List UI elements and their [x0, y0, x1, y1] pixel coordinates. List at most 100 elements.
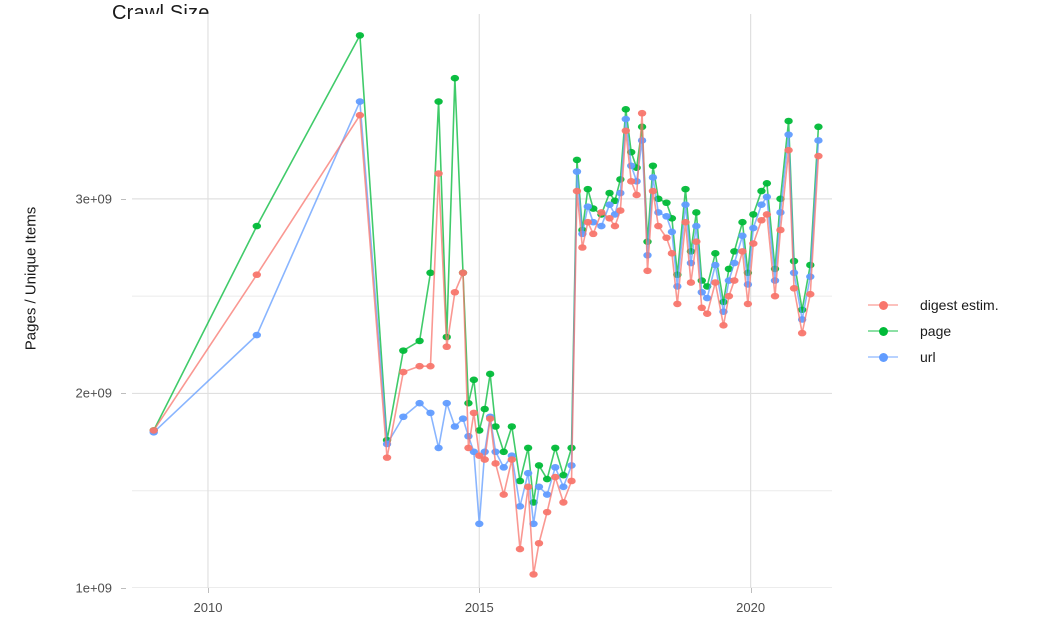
x-tick-label: 2010 [193, 600, 223, 615]
data-point [382, 454, 392, 461]
data-point [491, 448, 500, 456]
data-point [654, 222, 663, 230]
data-point [475, 427, 484, 434]
data-point [572, 156, 582, 164]
data-point [711, 279, 720, 286]
data-point [784, 117, 793, 125]
data-point [814, 152, 823, 160]
legend-dot [879, 353, 888, 362]
x-tick-mark [750, 588, 752, 593]
data-point [776, 226, 785, 234]
legend-item[interactable]: digest estim. [868, 292, 1048, 318]
data-point [542, 475, 552, 483]
x-tick-mark [207, 588, 209, 593]
data-point [776, 209, 785, 216]
data-point [534, 462, 544, 469]
data-point [399, 413, 408, 421]
data-point [738, 232, 747, 240]
data-point [692, 209, 701, 216]
data-point [610, 211, 620, 218]
data-point [469, 376, 479, 384]
data-point [529, 520, 538, 528]
legend: digest estim. page url [868, 292, 1048, 370]
data-point [442, 343, 451, 351]
data-point [434, 444, 443, 452]
data-point [702, 310, 712, 317]
y-tick-mark [121, 198, 126, 200]
data-point [534, 483, 544, 491]
y-tick-mark [121, 588, 126, 589]
data-point [681, 185, 690, 193]
x-axis-ticks: 2010 2015 2020 [132, 588, 832, 628]
data-point [583, 203, 593, 210]
data-point [749, 240, 758, 247]
data-point [597, 209, 606, 216]
data-point [534, 539, 544, 547]
data-point [426, 362, 435, 370]
data-point [711, 261, 720, 269]
data-point [770, 292, 780, 300]
data-point [415, 362, 424, 370]
data-point [415, 399, 424, 407]
data-point [784, 131, 793, 138]
data-point [458, 269, 468, 277]
data-point [523, 444, 533, 452]
data-point [627, 178, 636, 185]
data-point [442, 399, 451, 407]
series-line [153, 112, 820, 576]
data-point [797, 329, 807, 337]
data-point [475, 452, 484, 459]
data-point [621, 106, 630, 113]
data-point [578, 244, 587, 251]
data-point [551, 473, 560, 481]
data-point [529, 571, 538, 578]
data-point [686, 279, 696, 286]
data-point [559, 499, 568, 506]
data-point [702, 294, 712, 302]
data-point [681, 201, 690, 208]
data-point [434, 98, 443, 105]
data-point [757, 187, 766, 195]
chart-svg [132, 14, 832, 588]
x-tick-label: 2015 [464, 600, 494, 615]
data-point [789, 285, 799, 292]
data-point [610, 197, 620, 205]
data-point [724, 292, 734, 300]
data-point [724, 265, 734, 273]
data-point [355, 98, 365, 105]
data-point [770, 277, 780, 284]
data-point [559, 483, 568, 491]
data-point [149, 427, 158, 434]
data-point [730, 248, 739, 255]
legend-dot [879, 301, 888, 310]
legend-item[interactable]: url [868, 344, 1048, 370]
data-point [480, 448, 489, 456]
data-point [806, 290, 815, 298]
data-point [616, 189, 625, 197]
data-point [637, 137, 647, 144]
data-point [814, 137, 823, 144]
legend-item[interactable]: page [868, 318, 1048, 344]
data-point [681, 218, 690, 226]
data-point [719, 298, 728, 306]
legend-dot [879, 327, 888, 336]
y-tick-label: 2e+09 [75, 385, 112, 401]
data-point [559, 471, 568, 479]
data-point [784, 146, 793, 154]
data-point [662, 199, 671, 207]
data-point [627, 162, 636, 170]
data-point [572, 168, 582, 175]
data-point [697, 288, 706, 296]
data-point [252, 222, 262, 230]
y-tick-label: 3e+09 [75, 191, 112, 207]
data-point [648, 187, 658, 195]
x-tick-label: 2020 [736, 600, 766, 615]
data-point [806, 273, 815, 280]
data-point [252, 271, 262, 279]
data-point [426, 409, 435, 417]
data-point [762, 193, 772, 201]
data-point [730, 259, 739, 267]
data-point [475, 520, 484, 528]
data-point [616, 207, 625, 214]
data-point [692, 238, 701, 245]
